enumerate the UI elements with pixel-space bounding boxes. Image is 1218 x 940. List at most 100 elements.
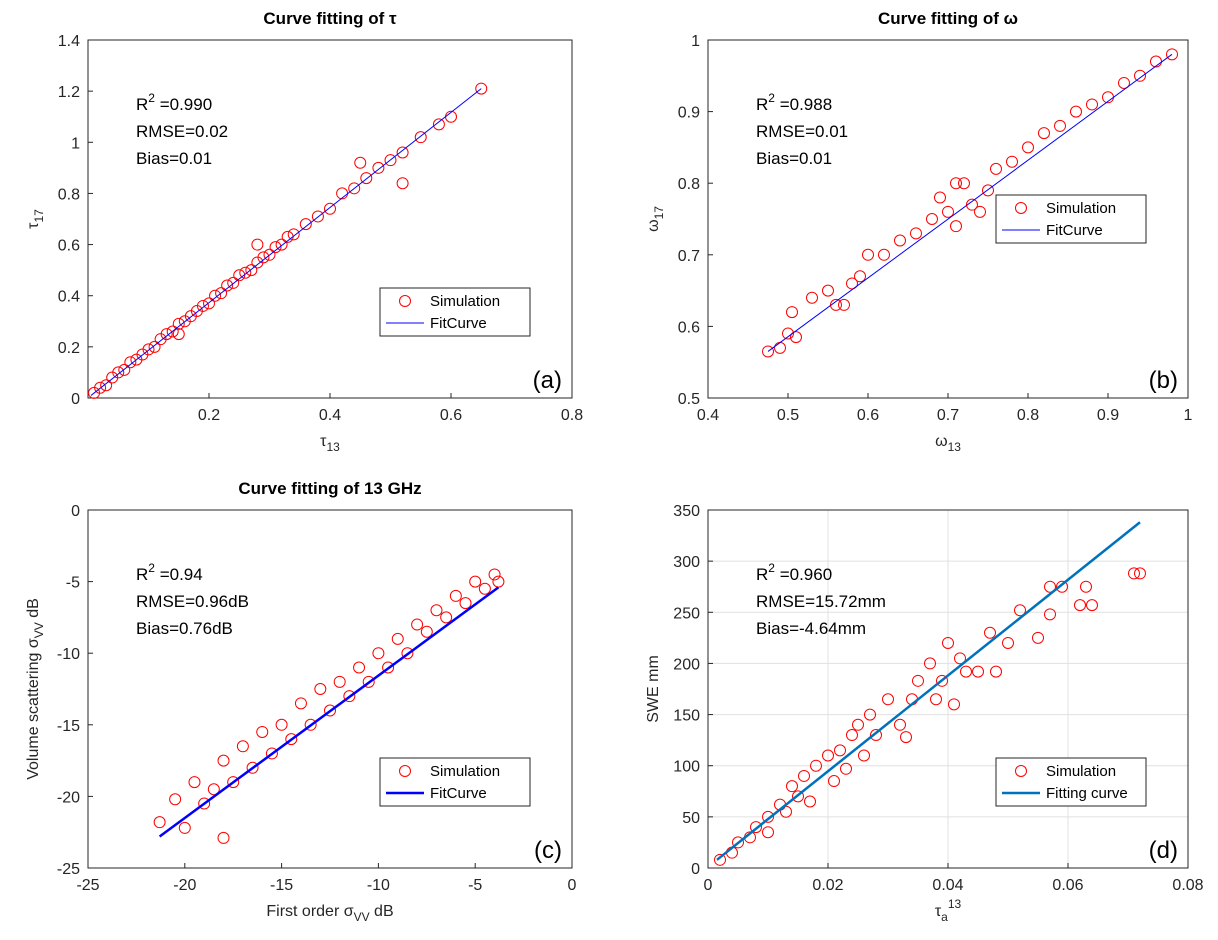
data-point xyxy=(430,604,443,617)
stat-annotation-part: Bias=0.01 xyxy=(136,149,212,168)
data-point xyxy=(950,177,962,190)
data-point xyxy=(838,298,850,311)
data-point xyxy=(798,769,810,782)
data-point xyxy=(782,327,794,340)
data-point xyxy=(239,266,252,279)
stat-annotation: R2 =0.960 xyxy=(756,561,832,584)
data-point xyxy=(112,366,125,379)
data-point xyxy=(960,665,972,678)
stat-annotation-part: =0.990 xyxy=(155,95,212,114)
data-point xyxy=(420,625,433,638)
stat-annotation-part: Bias=-4.64mm xyxy=(756,619,866,638)
data-point xyxy=(314,683,327,695)
data-point xyxy=(275,718,288,731)
data-point xyxy=(1054,119,1066,132)
legend-label: FitCurve xyxy=(1046,222,1103,239)
data-point xyxy=(942,636,954,649)
data-point xyxy=(864,708,876,721)
x-tick-label: 0 xyxy=(568,877,577,894)
x-tick-label: 1 xyxy=(1184,407,1193,424)
data-point xyxy=(1044,580,1056,593)
data-point xyxy=(762,810,774,823)
plot-area xyxy=(88,40,572,398)
data-point xyxy=(804,795,816,808)
data-point xyxy=(475,82,488,95)
data-point xyxy=(153,816,166,829)
stat-annotation-part: Bias=0.01 xyxy=(756,149,832,168)
legend-label: Simulation xyxy=(1046,200,1116,217)
x-axis-label-part: ω xyxy=(935,433,948,450)
axes-box xyxy=(87,509,573,869)
data-point xyxy=(762,826,774,839)
data-point xyxy=(958,177,970,190)
data-point xyxy=(894,718,906,731)
stat-annotation: Bias=0.01 xyxy=(756,149,832,168)
data-point xyxy=(1006,155,1018,168)
data-point xyxy=(265,747,278,760)
data-point xyxy=(343,690,356,703)
y-tick-label: 0.4 xyxy=(58,289,80,306)
x-axis-label-part: 13 xyxy=(948,440,962,454)
data-point xyxy=(269,241,282,254)
y-tick-label: -5 xyxy=(66,575,80,592)
x-axis-label: τ13 xyxy=(320,433,340,454)
stat-annotation-part: RMSE=0.96dB xyxy=(136,592,249,611)
data-point xyxy=(790,331,802,344)
data-point xyxy=(732,836,744,849)
data-point xyxy=(275,238,288,251)
y-tick-label: 0.6 xyxy=(58,238,80,255)
data-point xyxy=(926,213,938,225)
x-tick-label: 0.06 xyxy=(1052,877,1083,894)
data-point xyxy=(1002,636,1014,649)
data-point xyxy=(311,210,324,223)
data-point xyxy=(285,733,298,746)
data-point xyxy=(203,297,215,310)
y-axis-label-part: 17 xyxy=(32,209,46,223)
chart-title: Curve fitting of τ xyxy=(263,9,397,28)
data-point xyxy=(982,184,994,197)
data-point xyxy=(990,665,1002,678)
data-point xyxy=(256,725,269,738)
data-point xyxy=(391,632,404,645)
fit-line xyxy=(716,521,1141,861)
x-tick-label: 0.4 xyxy=(319,407,341,424)
y-axis-label: ω17 xyxy=(645,206,666,232)
stat-annotation: R2 =0.988 xyxy=(756,91,832,114)
y-tick-label: -10 xyxy=(57,646,80,663)
data-point xyxy=(382,661,395,674)
plot-area xyxy=(88,510,572,868)
data-point xyxy=(1044,608,1056,621)
data-point xyxy=(990,162,1002,175)
x-axis-label-part: 13 xyxy=(326,440,340,454)
data-point xyxy=(227,776,240,789)
fit-line xyxy=(158,586,500,838)
x-axis-label: τa13 xyxy=(935,897,962,924)
data-point xyxy=(217,754,230,767)
data-point xyxy=(227,276,240,289)
x-tick-label: 0.8 xyxy=(1017,407,1039,424)
chart-title: Curve fitting of 13 GHz xyxy=(238,479,421,498)
stat-annotation-part: Bias=0.76dB xyxy=(136,619,233,638)
data-point xyxy=(1022,141,1034,154)
y-axis-label-part: τ xyxy=(25,222,42,229)
y-tick-label: 250 xyxy=(673,605,700,622)
data-point xyxy=(354,156,367,169)
legend-symbol xyxy=(1015,765,1027,777)
data-point xyxy=(950,220,962,233)
x-tick-label: -25 xyxy=(76,877,99,894)
data-point xyxy=(478,582,491,595)
data-point xyxy=(188,776,201,789)
y-axis-label-part: 17 xyxy=(652,206,666,220)
data-point xyxy=(233,269,246,282)
panel-label: (b) xyxy=(1149,367,1178,394)
data-point xyxy=(166,325,179,338)
x-axis-label-part: dB xyxy=(370,903,394,920)
data-point xyxy=(348,182,361,195)
data-point xyxy=(299,218,312,231)
y-tick-label: 0.2 xyxy=(58,340,80,357)
data-point xyxy=(251,238,264,251)
data-point xyxy=(414,131,427,144)
stat-annotation: Bias=0.76dB xyxy=(136,619,233,638)
data-point xyxy=(1074,599,1086,612)
